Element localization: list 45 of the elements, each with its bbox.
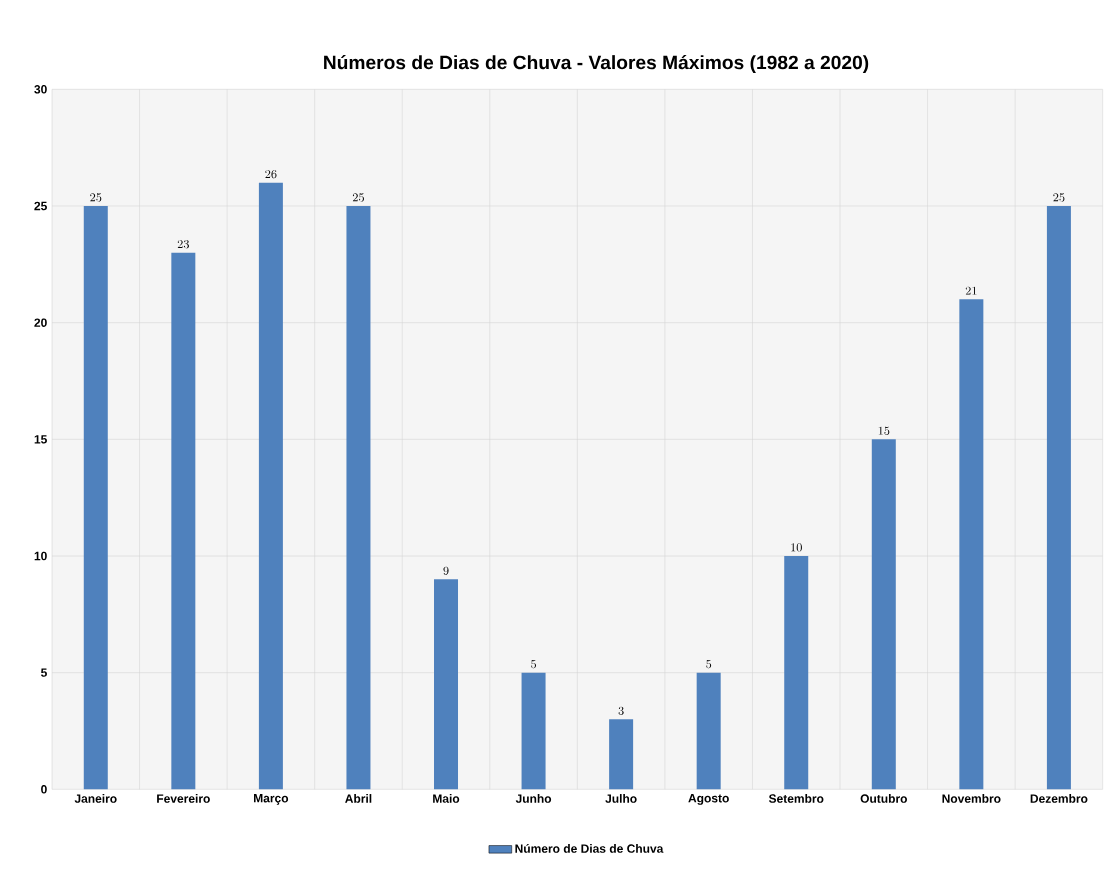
x-tick-label: Setembro (768, 794, 824, 804)
y-tick-label: 0 (41, 785, 47, 794)
bar (784, 556, 809, 790)
bar (1046, 206, 1071, 790)
data-label: 9 (443, 566, 449, 576)
bar (696, 672, 721, 790)
bar (171, 252, 196, 790)
x-tick-label: Dezembro (1030, 794, 1088, 804)
x-tick-label: Março (254, 794, 289, 805)
data-label: 25 (90, 193, 102, 202)
y-tick-label: 25 (34, 201, 47, 211)
y-tick-label: 30 (34, 85, 47, 94)
data-label: 23 (177, 240, 189, 249)
y-tick-label: 15 (34, 435, 47, 444)
data-label: 21 (965, 286, 977, 295)
bar (346, 206, 371, 790)
data-label: 5 (531, 660, 537, 669)
bar (521, 672, 546, 790)
y-tick-label: 20 (34, 318, 47, 328)
bar (258, 182, 283, 790)
x-tick-label: Outubro (860, 794, 907, 804)
x-tick-label: Junho (515, 794, 552, 804)
bar (959, 299, 984, 790)
chart-title: Números de Dias de Chuva - Valores Máximos (1982 a 2020) (324, 55, 869, 74)
x-tick-label: Fevereiro (157, 794, 210, 804)
bar (434, 579, 459, 790)
legend-label: Número de Dias de Chuva (515, 844, 664, 854)
x-tick-label: Novembro (942, 794, 1001, 804)
data-label: 25 (352, 193, 364, 202)
data-label: 25 (1053, 193, 1065, 202)
data-label: 15 (878, 426, 890, 436)
x-tick-label: Janeiro (74, 794, 117, 804)
x-tick-label: Agosto (688, 794, 729, 806)
y-tick-label: 10 (34, 551, 47, 561)
bar (609, 719, 634, 790)
x-tick-label: Abril (345, 794, 372, 804)
x-tick-label: Maio (433, 794, 460, 804)
x-tick-label: Julho (605, 794, 637, 804)
y-tick-label: 5 (40, 668, 47, 678)
data-label: 10 (791, 543, 802, 552)
bar (871, 439, 896, 790)
data-label: 5 (706, 660, 712, 669)
data-label: 26 (265, 170, 277, 179)
bar (83, 206, 108, 790)
data-label: 3 (618, 706, 624, 716)
